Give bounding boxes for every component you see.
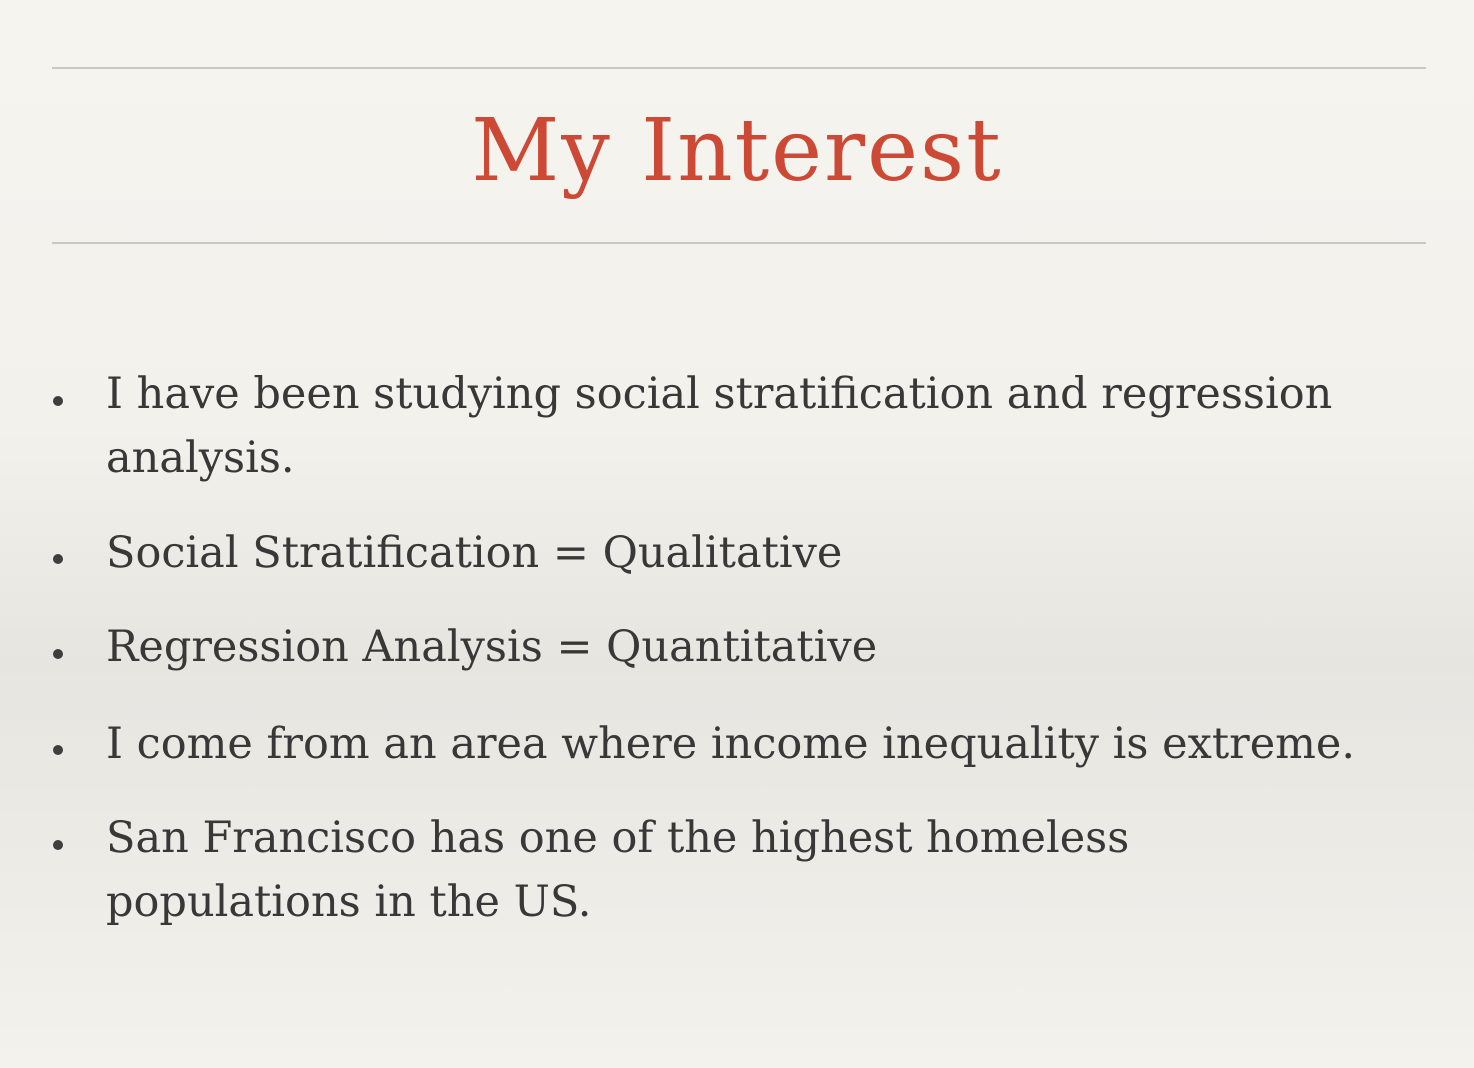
title-top-rule — [52, 67, 1426, 69]
bullet-dot-icon — [53, 649, 63, 659]
bullet-dot-icon — [53, 396, 63, 406]
bullet-text: I come from an area where income inequal… — [106, 719, 1356, 769]
bullet-text: I have been studying social stratificati… — [106, 369, 1333, 483]
bullet-dot-icon — [53, 745, 63, 755]
bullet-dot-icon — [53, 840, 63, 850]
bullet-text: Social Stratification = Qualitative — [106, 528, 843, 578]
title-bottom-rule — [52, 242, 1426, 244]
bullet-dot-icon — [53, 554, 63, 564]
slide-title: My Interest — [471, 101, 1003, 201]
bullet-text: San Francisco has one of the highest hom… — [106, 813, 1130, 927]
bullet-text: Regression Analysis = Quantitative — [106, 622, 878, 672]
